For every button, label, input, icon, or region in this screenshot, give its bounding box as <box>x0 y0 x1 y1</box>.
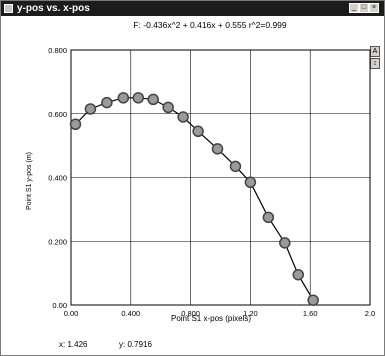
window-icon[interactable] <box>4 4 13 13</box>
data-point[interactable] <box>292 268 304 281</box>
data-point[interactable] <box>211 143 224 155</box>
close-icon[interactable]: × <box>369 3 379 13</box>
data-point[interactable] <box>69 118 82 131</box>
y-tick-label: 0.800 <box>48 46 67 55</box>
data-points[interactable] <box>69 92 319 306</box>
data-point[interactable] <box>262 211 275 224</box>
data-point[interactable] <box>84 103 97 115</box>
data-point[interactable] <box>244 176 257 189</box>
minimize-icon[interactable]: _ <box>349 3 359 13</box>
tick-labels: 0.00 0.400 0.800 1.20 1.60 2.0 0.00 0.200 0.400 0… <box>48 46 375 318</box>
x-tick-label: 0.00 <box>64 309 79 318</box>
x-tick-label: 2.0 <box>365 309 375 318</box>
data-point[interactable] <box>192 125 204 138</box>
data-point[interactable] <box>307 294 319 306</box>
x-tick-label: 1.20 <box>243 309 258 318</box>
data-point[interactable] <box>101 96 113 109</box>
maximize-icon[interactable]: □ <box>359 3 369 13</box>
y-tick-label: 0.200 <box>48 237 67 246</box>
data-point[interactable] <box>132 92 145 104</box>
data-point[interactable] <box>177 111 189 123</box>
x-tick-label: 0.400 <box>121 309 140 318</box>
data-point[interactable] <box>117 92 130 104</box>
chart[interactable]: F: -0.436x^2 + 0.416x + 0.555 r^2=0.999 … <box>1 16 384 353</box>
data-point[interactable] <box>147 93 159 106</box>
x-tick-label: 1.60 <box>303 309 318 318</box>
data-point[interactable] <box>162 101 174 114</box>
cursor-x-readout: x: 1.426 <box>59 340 88 349</box>
data-point[interactable] <box>229 160 242 173</box>
fit-curve <box>75 97 314 301</box>
y-tick-label: 0.400 <box>48 174 67 183</box>
x-axis-label: Point S1 x-pos (pixels) <box>171 314 251 323</box>
y-tick-label: 0.00 <box>52 301 67 310</box>
y-axis-label: Point S1 y-pos (m) <box>26 152 33 210</box>
cursor-y-readout: y: 0.7916 <box>119 340 152 349</box>
window-title: y-pos vs. x-pos <box>17 3 90 14</box>
x-tick-label: 0.800 <box>181 309 200 318</box>
title-bar[interactable]: y-pos vs. x-pos _ □ × <box>1 1 384 16</box>
data-point[interactable] <box>279 237 291 249</box>
y-tick-label: 0.600 <box>48 110 67 119</box>
chart-title: F: -0.436x^2 + 0.416x + 0.555 r^2=0.999 <box>133 20 287 30</box>
grid-lines <box>71 50 370 305</box>
